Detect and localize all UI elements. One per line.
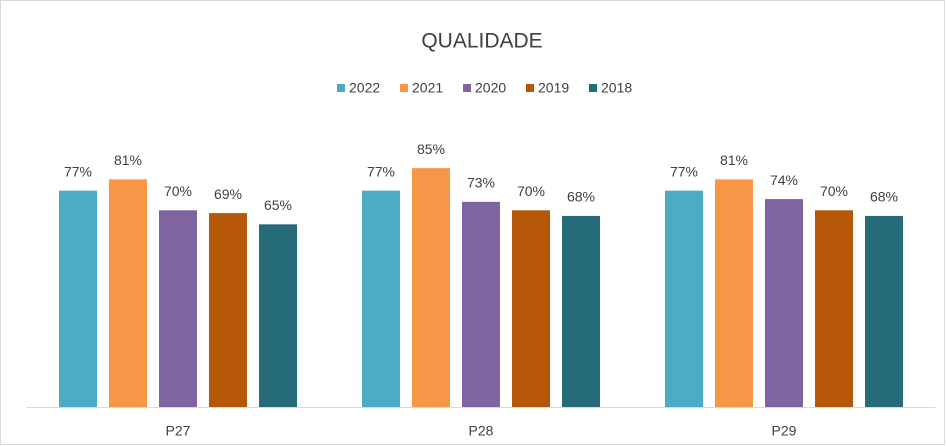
bar bbox=[765, 199, 803, 407]
legend-swatch bbox=[463, 84, 471, 92]
legend-label: 2021 bbox=[412, 80, 443, 96]
bar bbox=[462, 201, 500, 407]
legend-label: 2022 bbox=[349, 80, 380, 96]
legend-label: 2020 bbox=[475, 80, 506, 96]
value-label: 81% bbox=[114, 152, 142, 168]
value-label: 68% bbox=[870, 189, 898, 205]
value-label: 77% bbox=[64, 163, 92, 179]
value-label: 77% bbox=[367, 163, 395, 179]
value-label: 74% bbox=[770, 172, 798, 188]
bar bbox=[665, 190, 703, 407]
legend-label: 2018 bbox=[601, 80, 632, 96]
legend-swatch bbox=[337, 84, 345, 92]
value-label: 70% bbox=[164, 183, 192, 199]
value-label: 65% bbox=[264, 197, 292, 213]
value-label: 70% bbox=[517, 183, 545, 199]
bar bbox=[362, 190, 400, 407]
legend-swatch bbox=[526, 84, 534, 92]
x-tick-label: P28 bbox=[469, 423, 494, 439]
value-label: 68% bbox=[567, 189, 595, 205]
value-label: 81% bbox=[720, 152, 748, 168]
bar bbox=[412, 168, 450, 407]
bar bbox=[865, 215, 903, 407]
bar bbox=[512, 210, 550, 407]
x-tick-label: P29 bbox=[772, 423, 797, 439]
bar bbox=[209, 213, 247, 407]
value-label: 85% bbox=[417, 141, 445, 157]
chart-title: QUALIDADE bbox=[421, 30, 542, 53]
value-label: 77% bbox=[670, 163, 698, 179]
value-label: 73% bbox=[467, 175, 495, 191]
value-label: 69% bbox=[214, 186, 242, 202]
bar bbox=[259, 224, 297, 407]
x-tick-label: P27 bbox=[166, 423, 191, 439]
legend-swatch bbox=[400, 84, 408, 92]
bar bbox=[562, 215, 600, 407]
value-label: 70% bbox=[820, 183, 848, 199]
bar bbox=[109, 179, 147, 407]
bar bbox=[715, 179, 753, 407]
bar bbox=[815, 210, 853, 407]
legend-label: 2019 bbox=[538, 80, 569, 96]
bar bbox=[159, 210, 197, 407]
legend-swatch bbox=[589, 84, 597, 92]
bar bbox=[59, 190, 97, 407]
